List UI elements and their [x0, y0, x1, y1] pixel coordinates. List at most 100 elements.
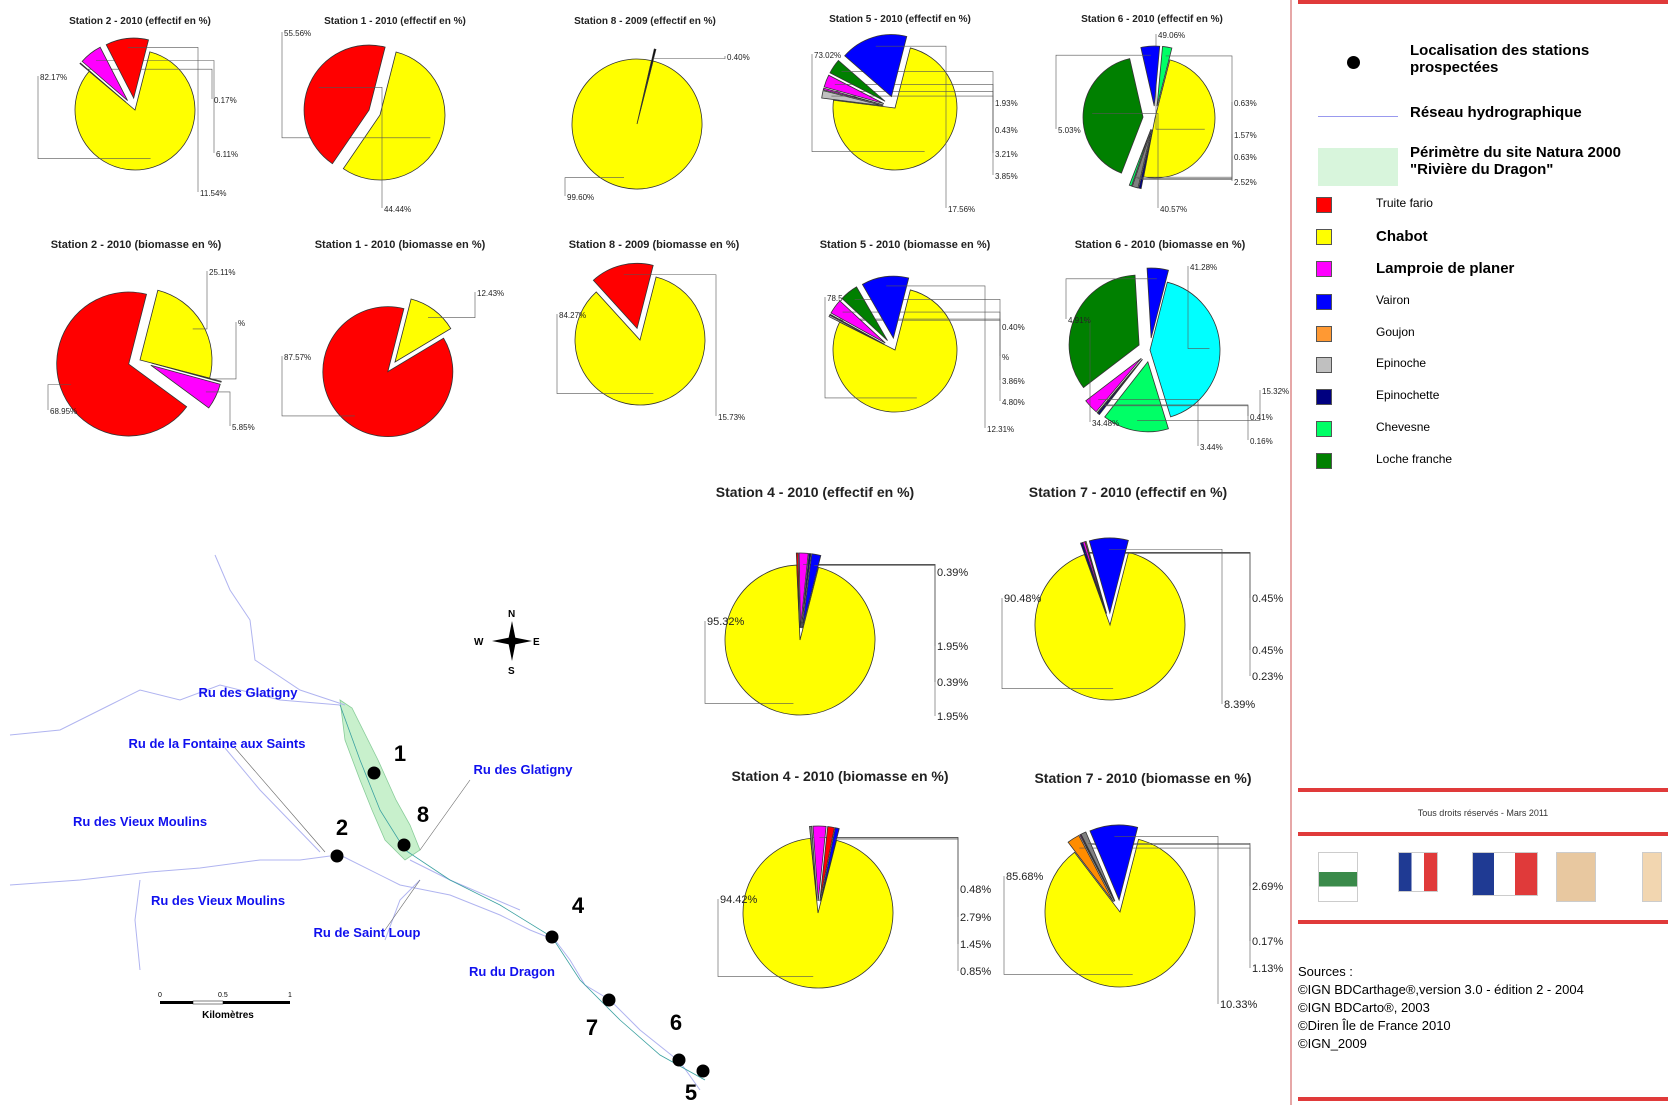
- pie-slice: [1131, 129, 1153, 189]
- pie-slice: [819, 826, 835, 902]
- station-dot-icon[interactable]: [672, 1053, 686, 1067]
- slice-label: 1.57%: [1234, 131, 1257, 140]
- river-label: Ru de la Fontaine aux Saints: [129, 736, 306, 751]
- slice-label: %: [1002, 353, 1009, 362]
- slice-label: 0.45%: [1252, 593, 1283, 605]
- pie-slice: [1044, 838, 1196, 988]
- leader-line: [556, 314, 654, 394]
- slice-label: 6.11%: [216, 150, 238, 159]
- slice-label: 82.17%: [40, 73, 67, 82]
- slice-label: 0.23%: [1252, 671, 1283, 683]
- sources-block: Sources : ©IGN BDCarthage®,version 3.0 -…: [1298, 963, 1584, 1053]
- slice-label: 1.95%: [937, 711, 968, 723]
- pie-slice: [829, 313, 885, 345]
- pie-slice: [1068, 274, 1140, 389]
- scale-unit: Kilomètres: [202, 1010, 254, 1021]
- leader-line: [1114, 836, 1219, 1004]
- pie-chart-2: Station 1 - 2010 (effectif en %) 55.56% 44…: [281, 16, 466, 214]
- slice-label: 0.16%: [1250, 437, 1273, 446]
- leader-line: [834, 838, 959, 971]
- legend-species-item: Loche franche: [1292, 446, 1668, 476]
- river-line: [224, 747, 321, 853]
- pie-slice: [1138, 129, 1153, 190]
- pie-title: Station 1 - 2010 (effectif en %): [324, 16, 466, 27]
- natura-perimeter: [339, 699, 421, 861]
- legend-species-item: Lamproie de planer: [1292, 254, 1668, 284]
- river-line: [9, 855, 331, 886]
- legend-natura-label: Périmètre du site Natura 2000 "Rivière du…: [1410, 144, 1621, 178]
- leader-line: [1084, 319, 1091, 422]
- pie-title: Station 7 - 2010 (biomasse en %): [1034, 770, 1251, 786]
- scale-tick-label: 0: [158, 992, 162, 999]
- species-label: Epinochette: [1376, 388, 1440, 402]
- partner-logo-1: [1318, 852, 1358, 902]
- leader-line: [1065, 278, 1157, 319]
- leader-line: [1001, 598, 1114, 689]
- pie-slice: [1089, 824, 1139, 902]
- slice-label: 0.39%: [937, 677, 968, 689]
- leader-line: [1165, 55, 1233, 181]
- slice-label: 17.56%: [948, 205, 975, 214]
- station-map: N S W E 0 0.5 1 Kilomètres Ru des Glatigny Ru de …: [9, 554, 710, 1105]
- station-dot-icon[interactable]: [545, 930, 559, 944]
- leader-line: [37, 76, 151, 159]
- station-dot-icon[interactable]: [367, 766, 381, 780]
- species-label: Chabot: [1376, 228, 1428, 245]
- slice-label: 3.86%: [1002, 377, 1025, 386]
- river-label: Ru des Vieux Moulins: [73, 814, 207, 829]
- partner-logo-5: [1642, 852, 1662, 902]
- species-label: Truite fario: [1376, 196, 1433, 210]
- slice-label: 4.91%: [1068, 316, 1091, 325]
- pie-slice: [830, 300, 886, 344]
- main-river: [339, 704, 706, 1081]
- pie-chart-6: Station 2 - 2010 (biomasse en %) 25.11%% 5…: [47, 239, 255, 437]
- pie-chart-9: Station 5 - 2010 (biomasse en %) 78.54% 0.…: [820, 239, 1025, 434]
- pie-slice: [800, 553, 812, 629]
- legend-panel: Localisation des stations prospectées Rés…: [1290, 0, 1668, 1105]
- pie-slice: [342, 51, 446, 181]
- slice-label: 12.43%: [477, 289, 504, 298]
- pie-slice: [574, 276, 706, 406]
- species-label: Loche franche: [1376, 452, 1453, 466]
- scale-tick-label: 0.5: [218, 992, 228, 999]
- legend-hydro: Réseau hydrographique: [1292, 100, 1668, 130]
- river-label: Ru des Glatigny: [474, 762, 574, 777]
- pie-slice: [1146, 267, 1169, 339]
- river-line: [409, 859, 521, 911]
- station-dot-icon[interactable]: [330, 849, 344, 863]
- species-swatch: [1316, 326, 1332, 342]
- legend-hydro-label: Réseau hydrographique: [1410, 104, 1582, 121]
- station-number: 1: [394, 741, 406, 766]
- slice-label: 84.27%: [559, 311, 586, 320]
- pie-chart-5: Station 6 - 2010 (effectif en %) 49.06% 0.…: [1055, 14, 1257, 214]
- slice-label: 41.28%: [1190, 263, 1217, 272]
- pie-title: Station 5 - 2010 (biomasse en %): [820, 239, 991, 251]
- pie-chart-7: Station 1 - 2010 (biomasse en %) 12.43% 87…: [281, 239, 504, 437]
- partner-logo-4: [1556, 852, 1596, 902]
- slice-label: 34.48%: [1092, 419, 1119, 428]
- slice-label: 4.80%: [1002, 398, 1025, 407]
- pie-chart-13: Station 4 - 2010 (biomasse en %) 94.42% 0.…: [717, 768, 991, 989]
- slice-label: 0.39%: [937, 567, 968, 579]
- leader-line: [127, 47, 199, 192]
- station-dot-icon[interactable]: [397, 838, 411, 852]
- station-dot-icon[interactable]: [696, 1064, 710, 1078]
- pie-slice: [150, 364, 221, 409]
- pie-title: Station 1 - 2010 (biomasse en %): [315, 239, 486, 251]
- pie-slice: [798, 552, 809, 629]
- slice-label: %: [238, 319, 245, 328]
- pie-slice: [823, 74, 885, 104]
- pie-title: Station 4 - 2010 (biomasse en %): [731, 768, 948, 784]
- pie-title: Station 8 - 2009 (biomasse en %): [569, 239, 740, 251]
- slice-label: 11.54%: [200, 189, 227, 198]
- pie-title: Station 5 - 2010 (effectif en %): [829, 14, 971, 25]
- pie-slice: [1104, 360, 1169, 433]
- legend-species-item: Goujon: [1292, 319, 1668, 349]
- station-dot-icon[interactable]: [602, 993, 616, 1007]
- pie-slice: [1085, 357, 1142, 413]
- station-number: 6: [670, 1010, 682, 1035]
- slice-label: 40.57%: [1160, 205, 1187, 214]
- pie-title: Station 7 - 2010 (effectif en %): [1029, 484, 1227, 500]
- station-number: 5: [685, 1080, 697, 1105]
- slice-label: 55.56%: [284, 29, 311, 38]
